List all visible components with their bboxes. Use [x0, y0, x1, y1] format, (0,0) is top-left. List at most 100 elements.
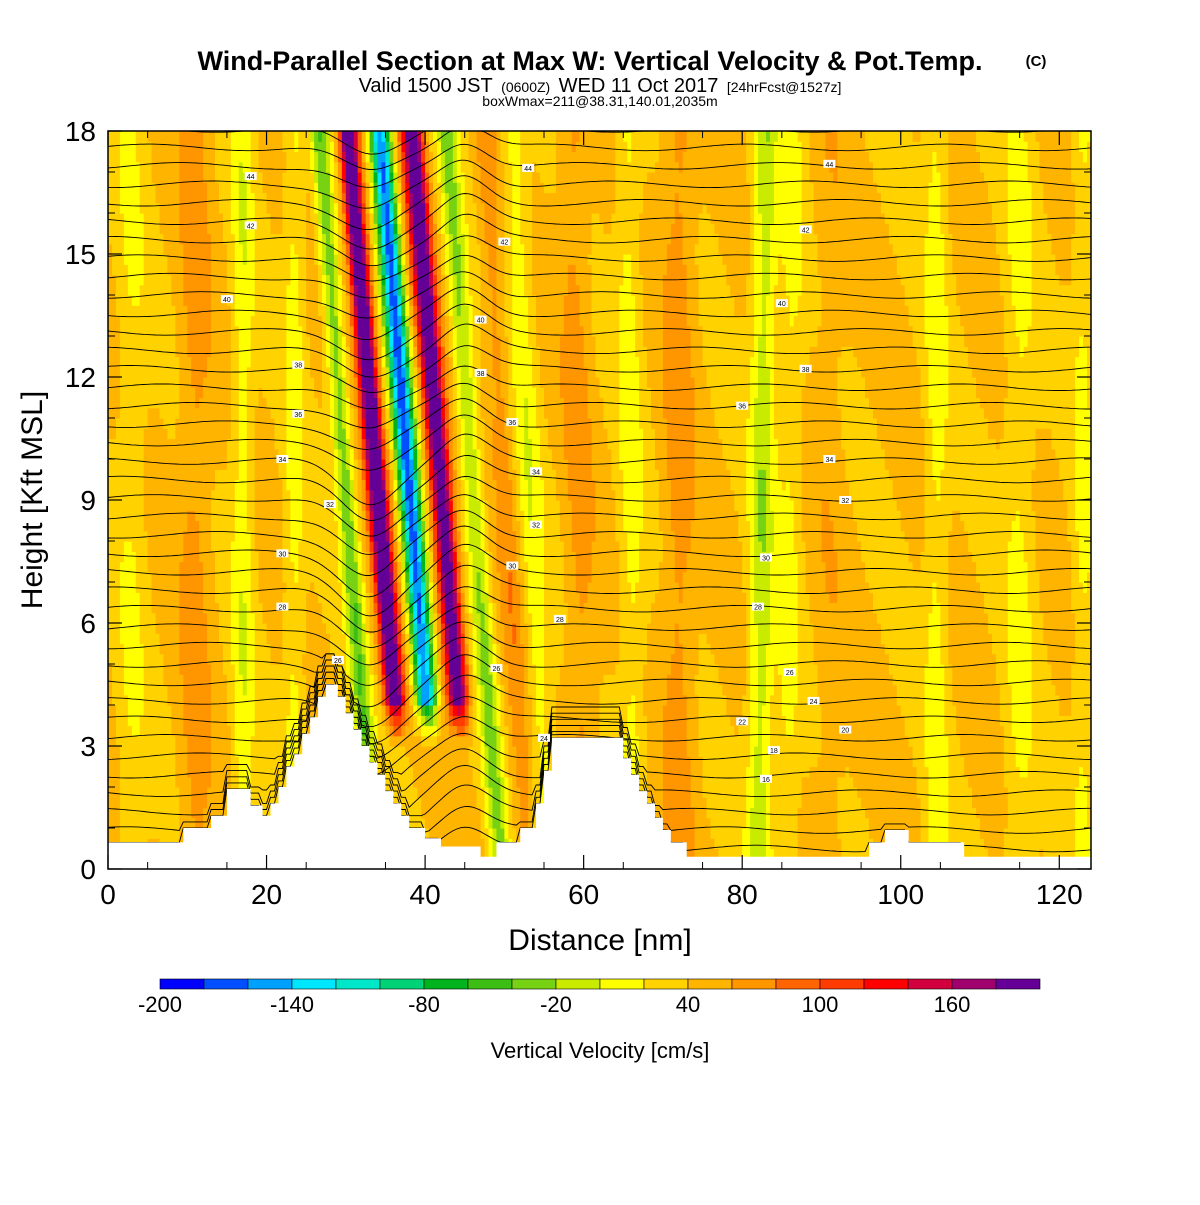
- velocity-cell: [266, 510, 272, 522]
- velocity-cell: [258, 705, 264, 716]
- velocity-cell: [254, 612, 260, 624]
- velocity-cell: [314, 459, 319, 470]
- velocity-cell: [230, 448, 236, 460]
- velocity-cell: [171, 151, 176, 163]
- velocity-cell: [250, 243, 256, 255]
- velocity-cell: [131, 766, 137, 778]
- velocity-cell: [266, 305, 272, 317]
- velocity-cell: [211, 459, 216, 470]
- velocity-cell: [159, 582, 165, 593]
- velocity-cell: [226, 530, 232, 542]
- velocity-cell: [207, 705, 212, 716]
- velocity-cell: [203, 172, 208, 183]
- velocity-cell: [123, 653, 129, 665]
- velocity-cell: [195, 274, 200, 286]
- velocity-cell: [218, 315, 224, 327]
- velocity-cell: [115, 243, 121, 255]
- velocity-cell: [199, 694, 204, 706]
- velocity-cell: [306, 459, 311, 470]
- velocity-cell: [373, 653, 379, 665]
- velocity-cell: [203, 459, 208, 470]
- velocity-cell: [254, 766, 260, 778]
- velocity-cell: [234, 182, 240, 194]
- velocity-cell: [159, 469, 165, 481]
- velocity-cell: [290, 131, 295, 142]
- velocity-cell: [203, 182, 208, 194]
- velocity-cell: [242, 469, 248, 481]
- velocity-cell: [298, 428, 303, 440]
- velocity-cell: [163, 387, 169, 399]
- velocity-cell: [282, 192, 287, 204]
- velocity-cell: [294, 192, 299, 204]
- velocity-cell: [211, 469, 216, 481]
- velocity-cell: [326, 459, 331, 470]
- velocity-cell: [341, 664, 347, 675]
- velocity-cell: [151, 428, 157, 440]
- velocity-cell: [326, 264, 331, 276]
- velocity-cell: [218, 213, 224, 224]
- velocity-cell: [111, 325, 117, 337]
- velocity-cell: [139, 520, 145, 532]
- velocity-cell: [373, 448, 379, 460]
- velocity-cell: [167, 694, 173, 706]
- velocity-cell: [310, 202, 315, 214]
- velocity-cell: [211, 151, 216, 163]
- velocity-cell: [183, 500, 188, 511]
- velocity-cell: [211, 182, 216, 194]
- velocity-cell: [333, 571, 339, 583]
- velocity-cell: [246, 705, 252, 716]
- velocity-cell: [349, 551, 355, 563]
- velocity-cell: [163, 428, 169, 440]
- velocity-cell: [238, 489, 244, 501]
- velocity-cell: [171, 643, 176, 655]
- velocity-cell: [159, 151, 165, 163]
- velocity-cell: [207, 582, 212, 593]
- velocity-cell: [274, 664, 280, 675]
- velocity-cell: [377, 510, 383, 522]
- velocity-cell: [179, 151, 184, 163]
- velocity-cell: [111, 684, 117, 696]
- velocity-cell: [119, 828, 125, 839]
- velocity-cell: [167, 151, 173, 163]
- velocity-cell: [302, 469, 307, 481]
- velocity-cell: [258, 428, 264, 440]
- velocity-cell: [254, 407, 260, 419]
- velocity-cell: [341, 643, 347, 655]
- velocity-cell: [159, 571, 165, 583]
- velocity-cell: [179, 684, 184, 696]
- velocity-cell: [131, 161, 137, 173]
- velocity-cell: [175, 336, 180, 347]
- velocity-cell: [290, 346, 295, 358]
- velocity-cell: [111, 602, 117, 614]
- velocity-cell: [147, 377, 153, 388]
- velocity-cell: [361, 397, 367, 409]
- velocity-cell: [290, 284, 295, 296]
- velocity-cell: [207, 223, 212, 235]
- velocity-cell: [195, 817, 200, 829]
- velocity-cell: [262, 469, 268, 481]
- velocity-cell: [199, 151, 204, 163]
- velocity-cell: [329, 418, 335, 429]
- velocity-cell: [108, 418, 113, 429]
- velocity-cell: [211, 715, 216, 727]
- velocity-cell: [171, 715, 176, 727]
- velocity-cell: [119, 428, 125, 440]
- velocity-cell: [215, 479, 220, 491]
- velocity-cell: [369, 151, 375, 163]
- velocity-cell: [199, 161, 204, 173]
- velocity-cell: [266, 254, 272, 265]
- velocity-cell: [274, 233, 280, 245]
- velocity-cell: [183, 623, 188, 634]
- velocity-cell: [183, 131, 188, 142]
- velocity-cell: [349, 305, 355, 317]
- velocity-cell: [195, 356, 200, 368]
- velocity-cell: [175, 541, 180, 552]
- velocity-cell: [207, 735, 212, 747]
- velocity-cell: [349, 356, 355, 368]
- velocity-cell: [365, 284, 371, 296]
- velocity-cell: [131, 336, 137, 347]
- velocity-cell: [131, 592, 137, 604]
- velocity-cell: [135, 674, 141, 686]
- velocity-cell: [203, 551, 208, 563]
- velocity-cell: [167, 141, 173, 153]
